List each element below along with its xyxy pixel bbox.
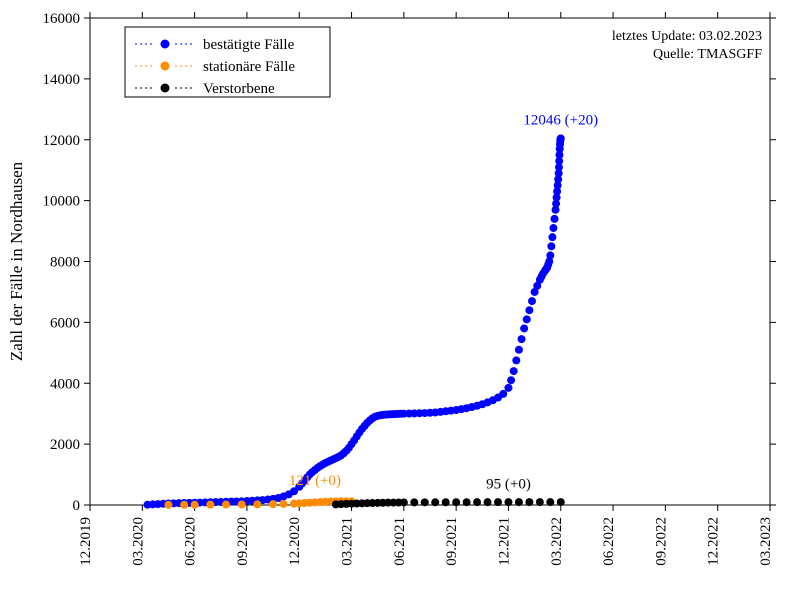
data-point	[473, 498, 481, 506]
data-point	[410, 498, 418, 506]
update-info: letztes Update: 03.02.2023	[612, 29, 762, 44]
x-tick-label: 03.2020	[130, 517, 146, 566]
data-point	[536, 498, 544, 506]
data-point	[557, 498, 565, 506]
data-point	[484, 498, 492, 506]
y-tick-label: 2000	[50, 437, 80, 453]
data-point	[164, 501, 172, 509]
data-point	[452, 498, 460, 506]
data-point	[557, 134, 565, 142]
y-tick-label: 14000	[43, 72, 81, 88]
y-tick-label: 6000	[50, 315, 80, 331]
data-point	[442, 498, 450, 506]
chart-container: 0 2000 4000 6000 8000 10000 12000 14000 16000 12.…	[0, 0, 800, 600]
y-tick-label: 12000	[43, 133, 81, 149]
data-point	[548, 233, 556, 241]
x-tick-label: 03.2022	[549, 517, 565, 566]
data-point	[523, 315, 531, 323]
data-point	[525, 306, 533, 314]
y-tick-label: 16000	[43, 11, 81, 27]
data-point	[518, 335, 526, 343]
data-point	[515, 498, 523, 506]
legend-label: stationäre Fälle	[203, 59, 295, 75]
y-tick-label: 8000	[50, 255, 80, 271]
x-tick-label: 06.2020	[183, 517, 199, 566]
legend-marker	[161, 84, 170, 93]
data-point	[504, 498, 512, 506]
data-point	[238, 500, 246, 508]
data-point	[550, 215, 558, 223]
data-point	[499, 390, 507, 398]
x-tick-label: 06.2021	[392, 517, 408, 566]
x-tick-label: 12.2019	[78, 517, 94, 566]
data-point	[180, 501, 188, 509]
x-tick-label: 03.2021	[340, 517, 356, 566]
y-tick-label: 10000	[43, 194, 81, 210]
data-point	[280, 500, 288, 508]
y-axis-title: Zahl der Fälle in Nordhausen	[7, 161, 26, 361]
data-point	[269, 500, 277, 508]
data-point	[463, 498, 471, 506]
data-point	[400, 498, 408, 506]
series-annotation: 95 (+0)	[486, 476, 531, 492]
data-point	[206, 501, 214, 509]
data-point	[520, 324, 528, 332]
chart-svg: 0 2000 4000 6000 8000 10000 12000 14000 16000 12.…	[0, 0, 800, 600]
legend-label: Verstorbene	[203, 81, 275, 97]
data-point	[549, 224, 557, 232]
data-point	[528, 297, 536, 305]
x-tick-label: 09.2021	[444, 517, 460, 566]
data-point	[504, 384, 512, 392]
x-tick-label: 09.2020	[235, 517, 251, 566]
data-point	[222, 501, 230, 509]
x-tick-label: 03.2023	[758, 517, 774, 566]
x-tick-label: 12.2022	[706, 517, 722, 566]
data-point	[421, 498, 429, 506]
data-point	[546, 251, 554, 259]
data-point	[494, 498, 502, 506]
data-point	[191, 501, 199, 509]
data-point	[253, 500, 261, 508]
series-annotation: 12046 (+20)	[523, 113, 598, 129]
series-annotation: 121 (+0)	[289, 473, 341, 489]
chart-background	[0, 0, 800, 600]
x-tick-label: 12.2021	[496, 517, 512, 566]
data-point	[525, 498, 533, 506]
data-point	[431, 498, 439, 506]
y-tick-label: 4000	[50, 376, 80, 392]
data-point	[510, 367, 518, 375]
source-info: Quelle: TMASGFF	[653, 47, 762, 62]
x-tick-label: 06.2022	[601, 517, 617, 566]
data-point	[507, 376, 515, 384]
legend-label: bestätigte Fälle	[203, 37, 295, 53]
data-point	[547, 242, 555, 250]
x-tick-label: 12.2020	[287, 517, 303, 566]
x-tick-label: 09.2022	[653, 517, 669, 566]
legend-marker	[161, 62, 170, 71]
data-point	[512, 356, 520, 364]
y-tick-label: 0	[73, 498, 81, 514]
data-point	[546, 498, 554, 506]
legend-marker	[161, 40, 170, 49]
data-point	[515, 346, 523, 354]
